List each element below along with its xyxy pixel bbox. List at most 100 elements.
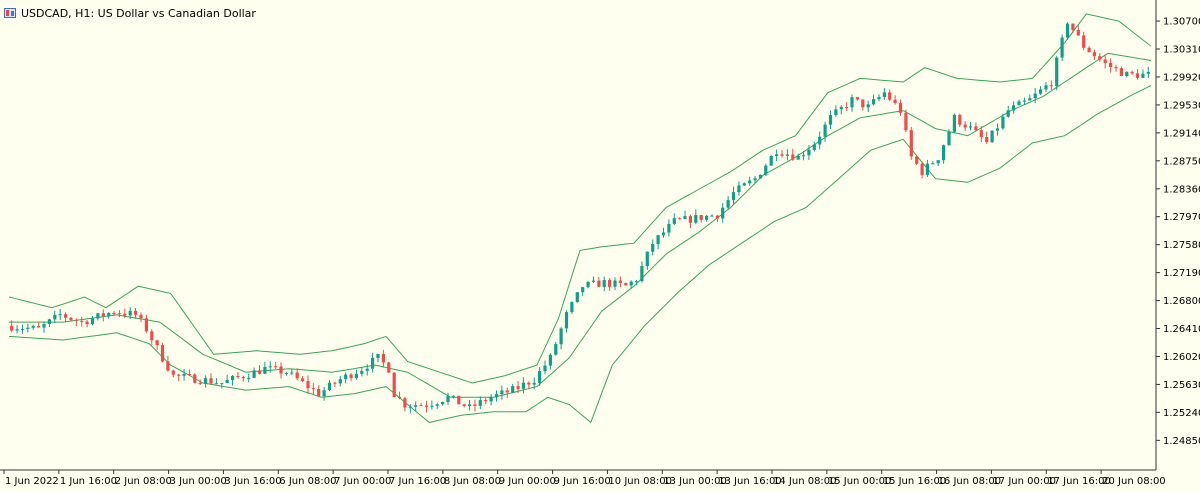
candle: [1065, 22, 1070, 41]
candle-body: [241, 377, 245, 379]
candle-body: [403, 398, 407, 408]
candle: [694, 209, 698, 225]
candle-body: [441, 402, 445, 405]
candle: [58, 309, 62, 321]
y-tick-label: 1.30700: [1163, 17, 1200, 28]
candle: [376, 353, 380, 363]
candle: [160, 342, 165, 363]
candle-body: [952, 114, 956, 132]
candle-body: [640, 266, 644, 282]
candle: [705, 215, 709, 222]
candle: [1022, 97, 1026, 105]
candle: [742, 182, 746, 186]
candle: [699, 214, 703, 223]
candle: [1103, 54, 1107, 69]
y-tick-label: 1.26410: [1163, 324, 1200, 335]
candle: [678, 217, 682, 220]
candle-body: [968, 126, 973, 128]
candle-body: [311, 388, 315, 390]
candle: [995, 123, 1000, 136]
candle: [618, 276, 622, 288]
candle-body: [360, 370, 364, 374]
candle: [15, 325, 19, 334]
candle-body: [683, 216, 687, 219]
candle: [661, 227, 666, 238]
candle-body: [532, 382, 536, 385]
candle-body: [748, 180, 752, 184]
candle-body: [1028, 98, 1032, 101]
candle-body: [338, 379, 342, 384]
candle: [387, 361, 391, 374]
candle-body: [769, 156, 773, 166]
candle: [931, 161, 935, 165]
candle-body: [516, 386, 520, 389]
candle: [807, 144, 811, 160]
candle-body: [349, 374, 353, 379]
candle-body: [263, 367, 267, 374]
candle: [624, 282, 628, 286]
candle-body: [468, 404, 472, 407]
candle-body: [726, 200, 730, 208]
candle: [241, 375, 245, 382]
candle: [220, 383, 224, 389]
candle-body: [909, 130, 913, 157]
candle-body: [672, 218, 676, 224]
candle-body: [74, 319, 78, 321]
candle: [150, 329, 154, 345]
candle: [850, 94, 854, 112]
candle-body: [473, 404, 477, 406]
candle: [780, 149, 784, 158]
candle-body: [888, 92, 892, 100]
candle-body: [925, 163, 929, 175]
candle-body: [775, 154, 779, 156]
candle: [301, 375, 305, 383]
candle-body: [64, 314, 68, 318]
candle-body: [855, 97, 859, 100]
candle-body: [214, 383, 218, 385]
candle: [360, 367, 364, 377]
candle: [182, 368, 186, 381]
candle: [688, 214, 692, 229]
candle: [478, 396, 482, 410]
candle: [473, 399, 477, 412]
candle-body: [171, 370, 175, 375]
candle-body: [715, 215, 719, 219]
candle: [511, 384, 515, 393]
candle-body: [160, 345, 165, 362]
candle: [37, 321, 41, 328]
candle: [936, 159, 940, 167]
candle: [489, 394, 493, 406]
candle: [920, 161, 924, 179]
bollinger-bands: [8, 13, 1152, 424]
candle-body: [290, 372, 294, 374]
candle: [764, 163, 768, 176]
candle: [1028, 94, 1032, 101]
candle-body: [1130, 71, 1134, 74]
candle-body: [500, 390, 504, 395]
candle: [85, 320, 89, 328]
candle: [468, 399, 472, 411]
candle-body: [128, 310, 132, 316]
candle: [785, 149, 789, 161]
candle-body: [424, 405, 429, 407]
candle: [1012, 101, 1016, 114]
x-tick-label: 17 Jun 16:00: [1047, 476, 1111, 487]
candle-body: [225, 380, 229, 384]
candle: [575, 292, 579, 303]
candle-body: [1103, 59, 1107, 63]
candle-body: [564, 312, 569, 329]
candle: [107, 312, 111, 319]
chart-title-bar: USDCAD, H1: US Dollar vs Canadian Dollar: [4, 4, 256, 22]
candle-body: [371, 357, 375, 369]
candle: [1130, 70, 1134, 75]
candle-body: [1135, 73, 1140, 78]
y-tick-label: 1.29920: [1163, 72, 1200, 83]
candle: [274, 361, 278, 369]
candle: [31, 324, 35, 330]
candle-body: [489, 397, 493, 402]
x-tick-label: 6 Jun 08:00: [279, 476, 336, 487]
candle-body: [204, 378, 208, 384]
candle: [828, 110, 833, 129]
